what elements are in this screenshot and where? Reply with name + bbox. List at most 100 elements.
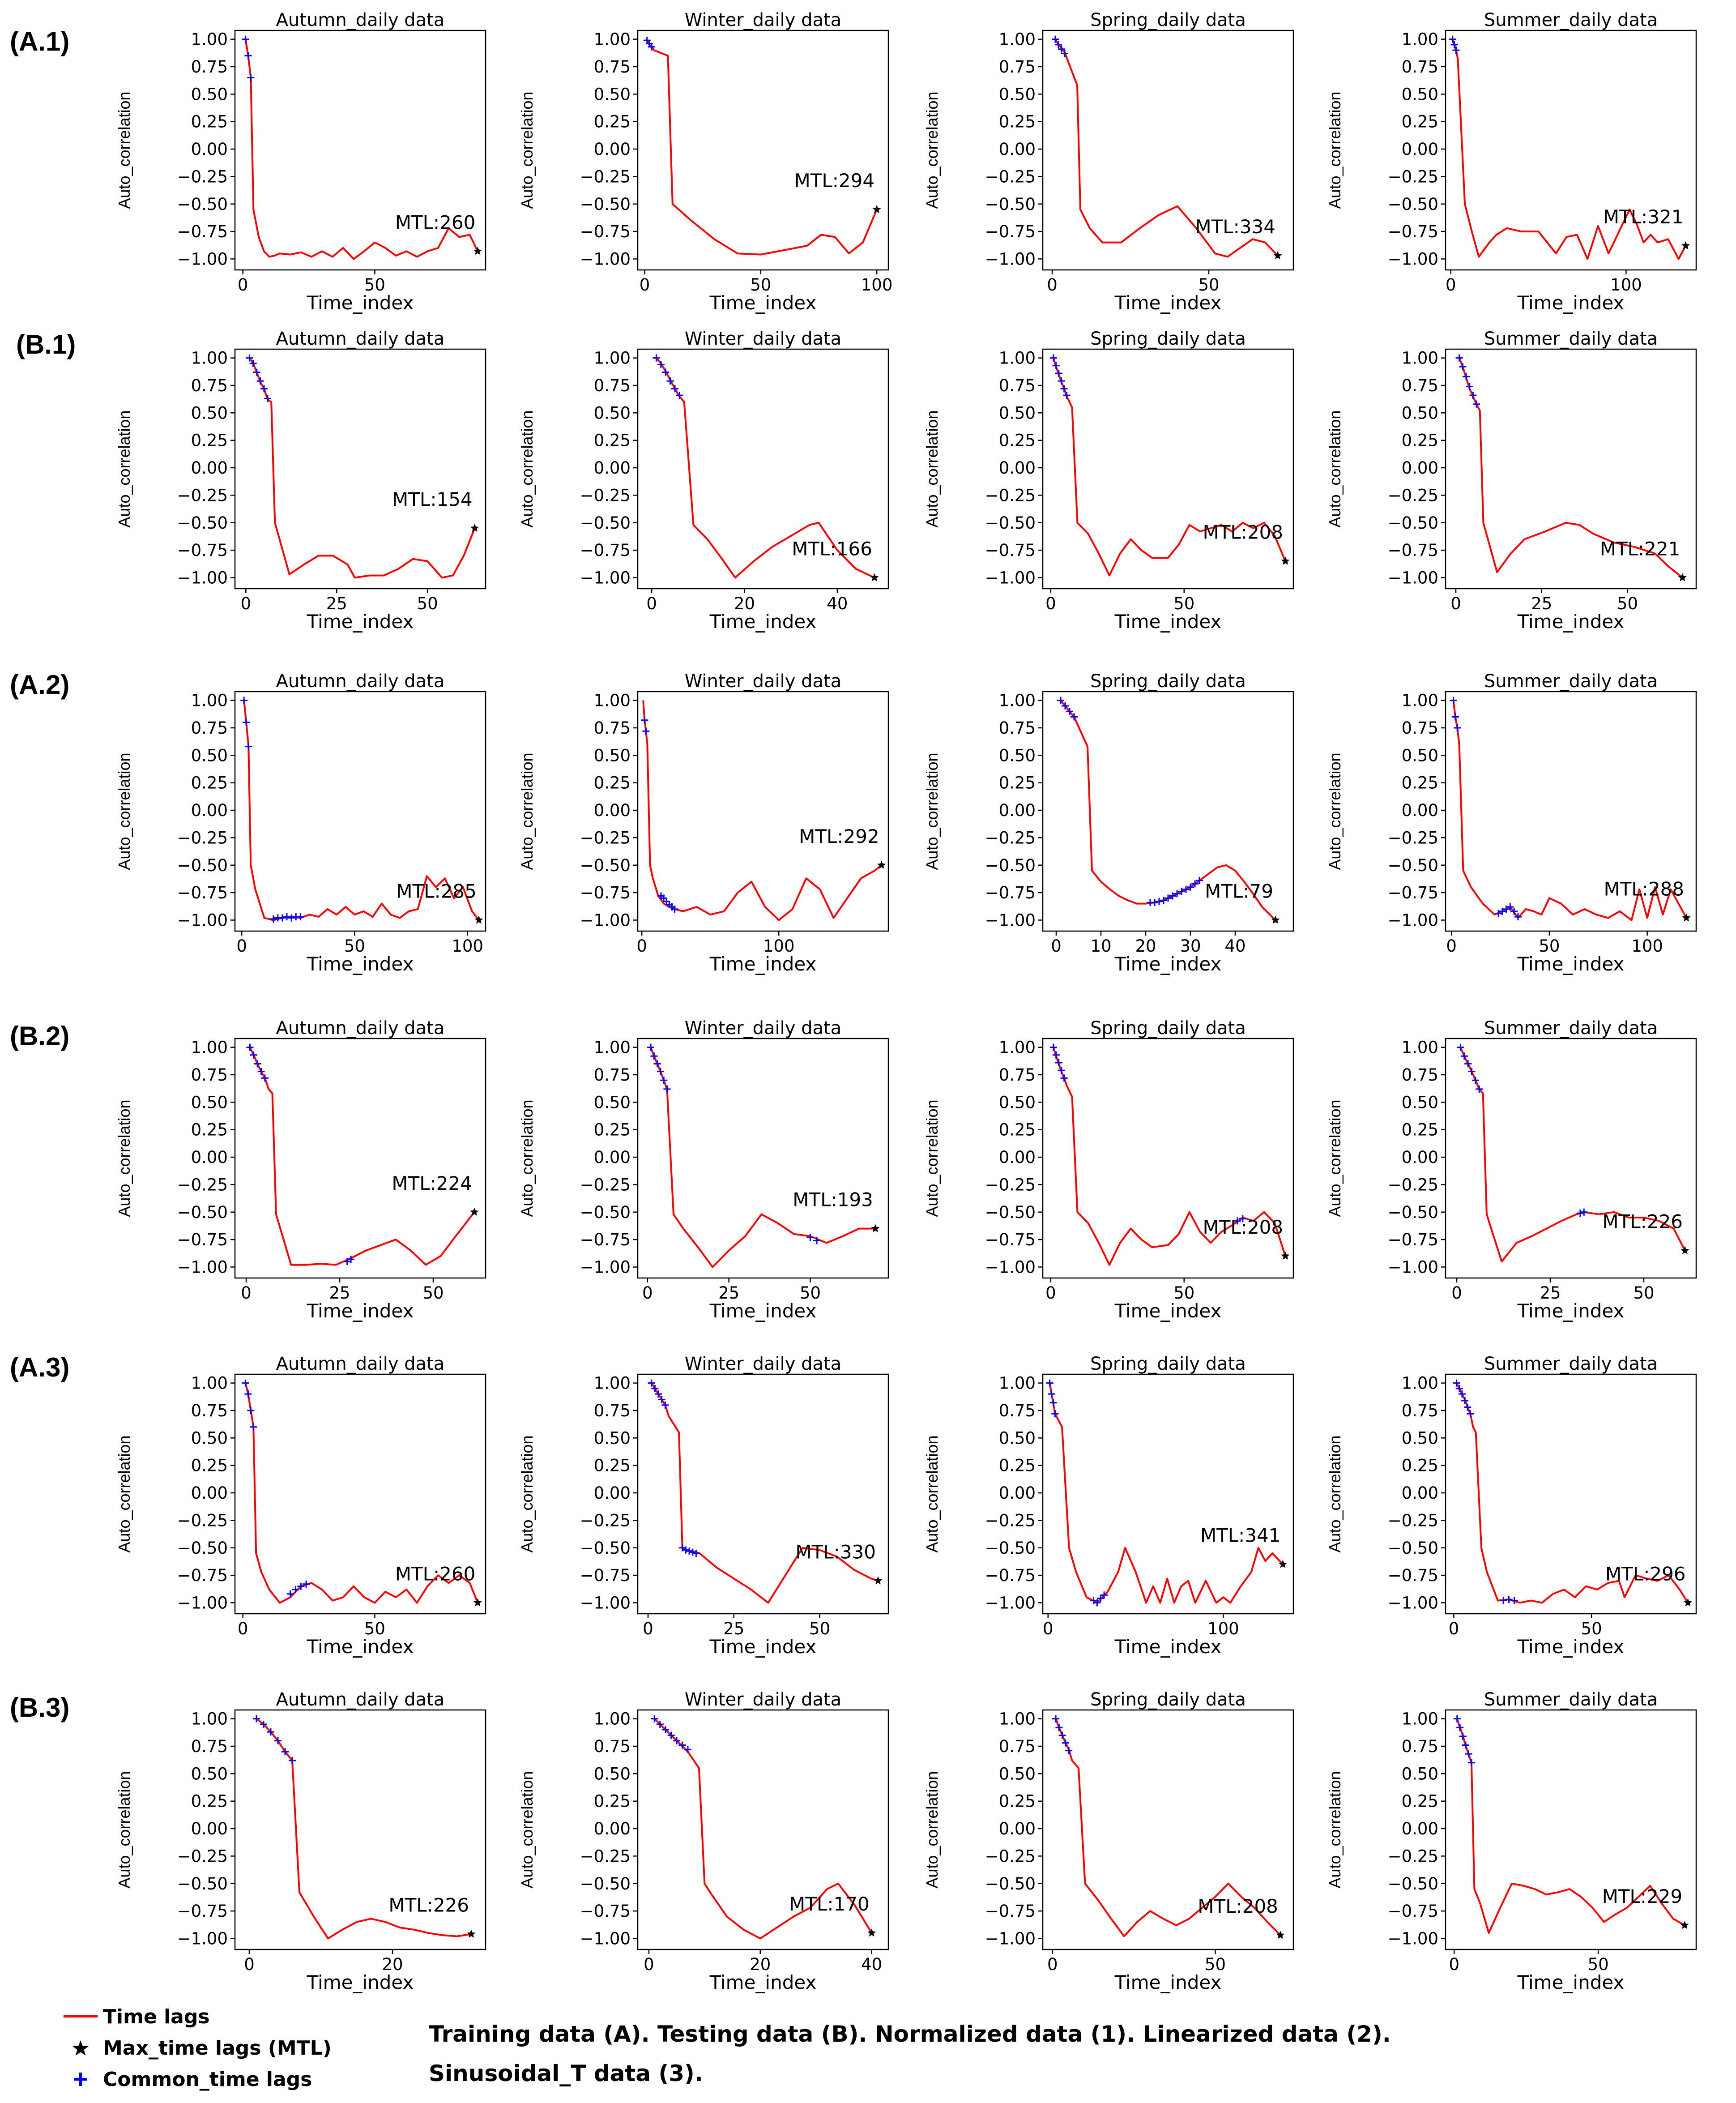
y-tick-label: −1.00 xyxy=(177,1929,228,1948)
mtl-star-marker xyxy=(874,1576,883,1585)
chart-panel: Autumn_daily data 1.00 0.75 0.50 0.25 0.00 −0.… xyxy=(115,671,486,975)
legend-label-common: Common_time lags xyxy=(103,2068,312,2091)
y-tick-label: 1.00 xyxy=(191,349,228,368)
mtl-star-marker xyxy=(1678,573,1687,581)
chart-panel: Spring_daily data 1.00 0.75 0.50 0.25 0.00 −0.… xyxy=(923,1689,1294,1993)
y-tick-label: −0.50 xyxy=(985,1203,1036,1222)
y-tick-label: 0.50 xyxy=(999,85,1036,104)
common-time-lag-marker xyxy=(1459,1732,1467,1740)
y-tick-label: 0.75 xyxy=(594,1401,631,1420)
common-time-lag-marker xyxy=(656,1720,664,1728)
plot-frame xyxy=(234,1709,486,1950)
common-time-lag-marker xyxy=(676,392,683,399)
y-tick-label: 0.75 xyxy=(1402,57,1438,77)
plot-frame xyxy=(1042,30,1294,271)
chart-title: Winter_daily data xyxy=(685,1689,842,1710)
x-tick-label: 0 xyxy=(241,594,252,613)
legend-item-common: Common_time lags xyxy=(63,2068,403,2099)
x-axis-label: Time_index xyxy=(1517,953,1625,975)
y-axis-label: Auto_correlation xyxy=(115,91,133,209)
y-axis-label: Auto_correlation xyxy=(1326,1771,1344,1888)
y-tick-label: −0.75 xyxy=(580,1230,631,1249)
common-time-lag-marker xyxy=(288,914,295,922)
common-time-lag-marker xyxy=(1061,50,1068,57)
chart-panel: Spring_daily data 1.00 0.75 0.50 0.25 0.00 −0.… xyxy=(923,329,1294,633)
y-tick-label: 0.25 xyxy=(594,1120,631,1140)
y-tick-label: 0.00 xyxy=(1402,1819,1438,1838)
y-tick-label: 1.00 xyxy=(1402,1710,1438,1729)
legend-label-mtl: Max_time lags (MTL) xyxy=(103,2037,332,2060)
common-time-lag-marker xyxy=(678,1741,686,1749)
y-tick-label: 0.00 xyxy=(999,801,1036,820)
y-tick-label: 0.00 xyxy=(1402,458,1438,478)
y-tick-label: 0.25 xyxy=(999,431,1036,450)
common-time-lag-marker xyxy=(660,1077,668,1084)
plot-frame xyxy=(234,348,486,590)
common-time-lag-marker xyxy=(1510,907,1518,915)
mtl-star-marker xyxy=(473,1598,482,1607)
common-time-lag-marker xyxy=(1048,1390,1055,1398)
common-time-lag-marker xyxy=(347,1256,355,1263)
x-axis-label: Time_index xyxy=(1114,292,1222,314)
chart-title: Spring_daily data xyxy=(1090,329,1246,349)
mtl-star-marker xyxy=(1684,1598,1692,1607)
y-tick-label: 0.75 xyxy=(999,1401,1036,1420)
common-time-lag-marker xyxy=(243,718,250,726)
common-time-lag-marker xyxy=(1151,899,1158,906)
mtl-star-marker xyxy=(470,524,479,532)
x-tick-label: 0 xyxy=(1451,1283,1462,1303)
y-tick-label: −0.75 xyxy=(985,222,1036,241)
y-tick-label: −0.25 xyxy=(177,828,228,847)
x-tick-label: 100 xyxy=(1207,1619,1239,1638)
x-tick-label: 50 xyxy=(344,936,365,956)
common-time-lag-marker xyxy=(267,1728,274,1736)
x-tick-label: 0 xyxy=(640,275,650,295)
y-tick-label: 0.00 xyxy=(191,1148,228,1167)
common-time-lag-marker xyxy=(1510,1597,1518,1604)
x-tick-label: 0 xyxy=(1051,936,1062,956)
common-time-lag-marker xyxy=(246,1043,254,1051)
x-axis-label: Time_index xyxy=(1114,611,1222,633)
x-axis-label: Time_index xyxy=(709,1971,817,1993)
common-time-lag-marker xyxy=(1063,392,1071,399)
chart-panel: Autumn_daily data 1.00 0.75 0.50 0.25 0.00 −0.… xyxy=(115,1689,486,1993)
common-time-lag-marker xyxy=(1058,45,1065,53)
chart-title: Spring_daily data xyxy=(1090,671,1246,692)
y-tick-label: 0.75 xyxy=(191,57,228,77)
chart-panel: Spring_daily data 1.00 0.75 0.50 0.25 0.00 −0.… xyxy=(923,1354,1294,1658)
y-tick-label: 0.75 xyxy=(191,1065,228,1085)
x-axis-label: Time_index xyxy=(709,611,817,633)
x-tick-label: 20 xyxy=(382,1955,403,1974)
common-time-lag-marker xyxy=(286,1590,294,1598)
y-tick-label: −1.00 xyxy=(580,249,631,269)
x-tick-label: 40 xyxy=(1224,936,1245,956)
y-tick-label: 0.75 xyxy=(594,376,631,395)
x-tick-label: 0 xyxy=(241,1283,252,1303)
y-tick-label: −0.25 xyxy=(985,1175,1036,1194)
y-tick-label: 0.50 xyxy=(1402,746,1438,765)
y-tick-label: 0.50 xyxy=(1402,403,1438,423)
time-lags-line xyxy=(1049,1383,1284,1604)
common-time-lag-marker xyxy=(1058,1067,1065,1074)
common-time-lag-marker xyxy=(1476,1085,1483,1093)
y-axis-label: Auto_correlation xyxy=(1326,752,1344,870)
x-tick-label: 0 xyxy=(236,936,247,956)
plot-frame xyxy=(1042,1373,1294,1615)
common-time-lag-marker xyxy=(651,1385,659,1392)
y-tick-label: −1.00 xyxy=(985,249,1036,269)
x-axis-label: Time_index xyxy=(307,1971,414,1993)
y-tick-label: 0.00 xyxy=(1402,1148,1438,1167)
y-tick-label: −1.00 xyxy=(985,1257,1036,1277)
y-tick-label: 0.50 xyxy=(1402,1093,1438,1112)
y-tick-label: 0.50 xyxy=(191,1764,228,1783)
time-lags-line xyxy=(244,39,479,260)
y-tick-label: −1.00 xyxy=(177,1257,228,1277)
chart-title: Autumn_daily data xyxy=(276,10,445,30)
y-tick-label: 0.00 xyxy=(1402,801,1438,820)
common-time-lag-marker xyxy=(1062,702,1069,710)
chart-panel: Autumn_daily data 1.00 0.75 0.50 0.25 0.00 −0.… xyxy=(115,10,486,314)
y-tick-label: 0.00 xyxy=(191,1483,228,1503)
y-tick-label: 0.50 xyxy=(999,746,1036,765)
chart-title: Autumn_daily data xyxy=(276,1018,445,1039)
common-time-lag-marker xyxy=(1459,363,1467,371)
